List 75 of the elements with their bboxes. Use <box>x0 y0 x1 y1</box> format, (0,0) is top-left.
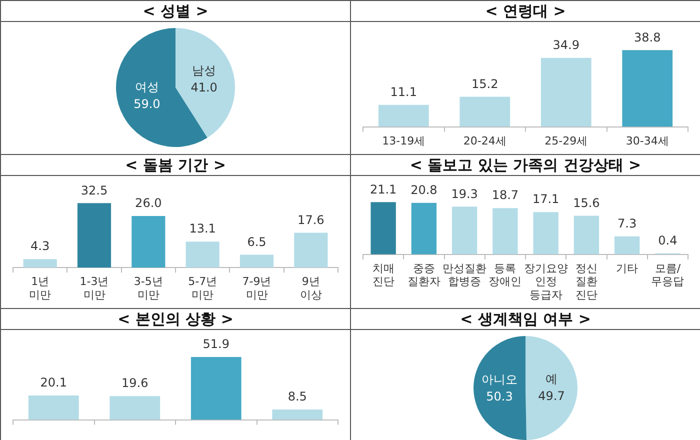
bar <box>294 232 328 268</box>
bar <box>132 216 166 268</box>
x-tick-label: 3-5년 미만 <box>134 275 163 302</box>
data-label: 15.6 <box>573 196 600 210</box>
bar <box>614 236 640 254</box>
bar <box>186 242 220 268</box>
x-tick-label: 25-29세 <box>544 134 588 148</box>
data-label: 49.7 <box>538 388 565 403</box>
bar <box>622 50 673 127</box>
chart-title: < 연령대 > <box>351 1 700 22</box>
data-label: 15.2 <box>472 76 498 91</box>
data-label: 41.0 <box>190 80 218 94</box>
chart-title: < 돌보고 있는 가족의 건강상태 > <box>351 155 700 176</box>
x-tick-label: 정신 질환 진단 <box>575 262 598 302</box>
slice-label: 예 <box>546 372 558 386</box>
data-label: 6.5 <box>247 234 266 249</box>
x-tick-label: 1-3년 미만 <box>80 275 109 302</box>
data-label: 20.1 <box>40 376 67 390</box>
x-tick-label: 모름/ 무응답 <box>651 262 684 288</box>
data-label: 26.0 <box>135 196 162 210</box>
bar <box>240 254 274 268</box>
data-label: 11.1 <box>390 84 417 99</box>
bar <box>492 208 518 254</box>
slice-label: 여성 <box>134 80 159 94</box>
bar <box>110 396 160 420</box>
chart-title: < 본인의 상황 > <box>1 309 350 330</box>
x-tick-label: 등록 장애인 <box>488 262 522 288</box>
x-tick-label: 9년 이상 <box>300 275 322 302</box>
bar <box>574 216 600 254</box>
data-label: 32.5 <box>80 183 108 198</box>
data-label: 51.9 <box>202 337 230 352</box>
x-tick-label: 치매 진단 <box>372 262 394 288</box>
bar <box>272 410 323 420</box>
chart-title: < 생계책임 여부 > <box>351 309 700 330</box>
x-tick-label: 1년 미만 <box>29 275 52 302</box>
data-label: 17.1 <box>532 192 560 206</box>
slice-label: 아니오 <box>482 372 518 386</box>
x-tick-label: 중증 질환자 <box>407 262 440 288</box>
chart-title: < 성별 > <box>1 1 350 22</box>
x-tick-label: 만성질환 합병증 <box>442 262 487 288</box>
chart-title: < 돌봄 기간 > <box>1 155 350 176</box>
x-tick-label: 기타 <box>616 262 638 275</box>
data-label: 50.3 <box>486 389 513 404</box>
data-label: 18.7 <box>492 188 519 202</box>
bar <box>378 104 429 127</box>
data-label: 4.3 <box>30 239 50 254</box>
bar <box>370 202 396 254</box>
bar <box>540 58 592 127</box>
data-label: 17.6 <box>298 212 324 227</box>
data-label: 59.0 <box>134 96 160 111</box>
x-tick-label: 장기요양 인정 등급자 <box>524 262 568 302</box>
x-tick-label: 7-9년 미만 <box>242 275 272 302</box>
bar <box>77 203 112 268</box>
bar <box>452 206 478 254</box>
data-label: 7.3 <box>618 216 637 230</box>
bar <box>190 357 242 420</box>
data-label: 19.3 <box>451 186 478 201</box>
data-label: 38.8 <box>634 30 661 44</box>
x-tick-label: 30-34세 <box>626 134 669 148</box>
data-label: 8.5 <box>288 390 307 404</box>
bar <box>23 259 57 268</box>
bar <box>411 202 437 254</box>
bar <box>460 96 510 127</box>
slice-label: 남성 <box>192 63 216 78</box>
x-tick-label: 13-19세 <box>382 134 426 148</box>
x-tick-label: 20-24세 <box>463 134 506 148</box>
x-tick-label: 5-7년 미만 <box>188 275 218 302</box>
bar <box>533 212 558 254</box>
data-label: 20.8 <box>410 183 438 198</box>
data-label: 13.1 <box>189 222 216 236</box>
bar <box>28 395 79 420</box>
data-label: 19.6 <box>122 376 148 390</box>
data-label: 21.1 <box>370 182 397 196</box>
data-label: 0.4 <box>658 234 678 248</box>
data-label: 34.9 <box>552 38 580 52</box>
